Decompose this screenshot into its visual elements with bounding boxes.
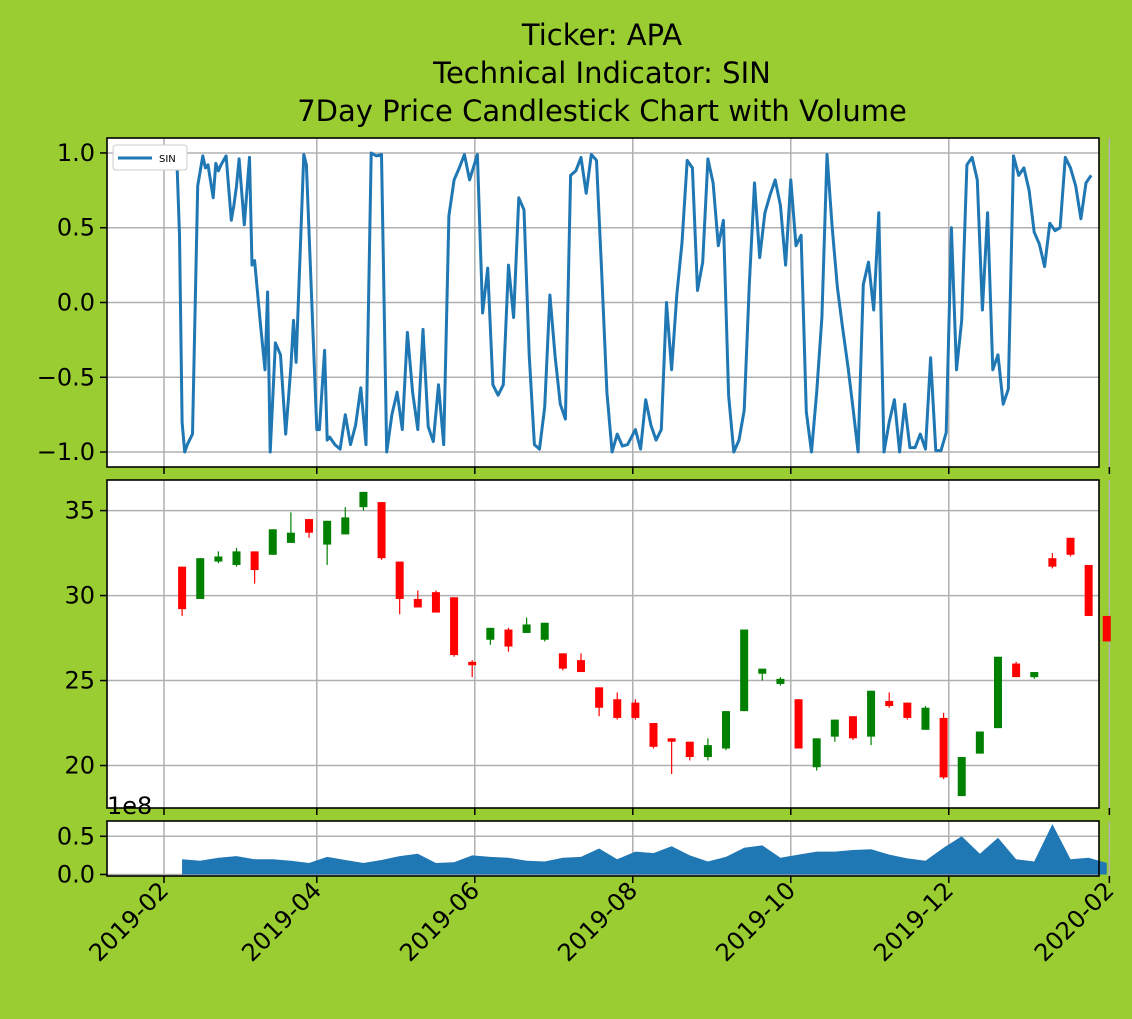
y-tick-label: 0.0 bbox=[57, 860, 95, 888]
candle-body bbox=[486, 627, 495, 640]
candle-body bbox=[1012, 663, 1021, 678]
y-tick-label: 35 bbox=[64, 497, 95, 525]
y-tick-label: 30 bbox=[64, 582, 95, 610]
y-tick-label: 0.5 bbox=[57, 822, 95, 850]
candle-body bbox=[305, 519, 314, 533]
candle-body bbox=[395, 561, 404, 599]
y-tick-label: 25 bbox=[64, 667, 95, 695]
price-gridlines bbox=[107, 480, 1111, 815]
candles bbox=[178, 491, 1111, 797]
candle-body bbox=[558, 653, 567, 669]
candle-body bbox=[703, 745, 712, 758]
candle-body bbox=[885, 700, 894, 707]
candle-body bbox=[323, 520, 332, 545]
volume-panel: 0.00.5 1e8 bbox=[57, 792, 1111, 888]
y-tick-label: 20 bbox=[64, 752, 95, 780]
candle-body bbox=[975, 731, 984, 754]
candle-body bbox=[431, 592, 440, 613]
candle-body bbox=[504, 629, 513, 647]
candle-body bbox=[649, 723, 658, 747]
candle-body bbox=[667, 738, 676, 742]
candle-body bbox=[450, 597, 459, 656]
price-panel-background bbox=[107, 480, 1099, 808]
candle-body bbox=[794, 699, 803, 749]
candle-body bbox=[232, 551, 241, 565]
candle-body bbox=[722, 711, 731, 749]
candle-body bbox=[631, 702, 640, 718]
y-tick-label: 0.0 bbox=[57, 289, 95, 317]
y-tick-label: −1.0 bbox=[37, 438, 95, 466]
candle-body bbox=[1048, 558, 1057, 567]
candle-body bbox=[830, 719, 839, 737]
candle-body bbox=[776, 678, 785, 684]
candle-body bbox=[939, 717, 948, 778]
candle-body bbox=[522, 624, 531, 633]
candle-body bbox=[377, 502, 386, 559]
price-panel-frame bbox=[106, 479, 1100, 809]
candle-body bbox=[1030, 672, 1039, 678]
volume-y-axis: 0.00.5 bbox=[57, 822, 107, 888]
candle-body bbox=[268, 529, 277, 555]
candle-body bbox=[685, 741, 694, 758]
title-line-1: Ticker: APA bbox=[521, 18, 682, 52]
title-line-2: Technical Indicator: SIN bbox=[432, 56, 771, 90]
volume-panel-frame bbox=[106, 820, 1100, 877]
candle-body bbox=[758, 668, 767, 674]
candle-body bbox=[540, 622, 549, 640]
candle-body bbox=[740, 629, 749, 712]
candle-body bbox=[848, 716, 857, 739]
candle-body bbox=[812, 738, 821, 768]
y-tick-label: 1.0 bbox=[57, 139, 95, 167]
candle-body bbox=[921, 707, 930, 730]
candle-body bbox=[1084, 564, 1093, 616]
price-candlestick-panel: 20 25 30 35 bbox=[64, 479, 1111, 815]
candle-body bbox=[196, 558, 205, 599]
price-y-axis: 20 25 30 35 bbox=[64, 497, 107, 780]
legend: SIN bbox=[112, 144, 188, 171]
volume-area bbox=[182, 824, 1107, 875]
candle-body bbox=[359, 491, 368, 508]
candle-body bbox=[214, 556, 223, 562]
y-tick-label: −0.5 bbox=[37, 363, 95, 391]
candle-body bbox=[957, 757, 966, 797]
sin-y-axis: 1.0 0.5 0.0 −0.5 −1.0 bbox=[37, 139, 107, 466]
candle-body bbox=[613, 699, 622, 718]
sin-series-line bbox=[175, 151, 1093, 454]
y-tick-label: 0.5 bbox=[57, 214, 95, 242]
sin-panel-frame bbox=[106, 137, 1100, 468]
legend-label: SIN bbox=[159, 154, 176, 165]
sin-indicator-panel: 1.0 0.5 0.0 −0.5 −1.0 SIN bbox=[37, 137, 1111, 474]
candle-body bbox=[286, 532, 295, 543]
candle-body bbox=[468, 661, 477, 666]
candle-body bbox=[178, 566, 187, 610]
title-line-3: 7Day Price Candlestick Chart with Volume bbox=[297, 94, 907, 128]
candle-body bbox=[867, 690, 876, 737]
candle-body bbox=[341, 517, 350, 535]
candle-body bbox=[903, 702, 912, 718]
candle-body bbox=[1066, 537, 1075, 555]
candle-body bbox=[250, 551, 259, 571]
candle-body bbox=[1102, 615, 1111, 642]
volume-offset-label: 1e8 bbox=[107, 792, 152, 820]
candle-body bbox=[576, 660, 585, 673]
candle-body bbox=[413, 598, 422, 608]
candle-body bbox=[993, 656, 1002, 729]
candle-body bbox=[595, 687, 604, 708]
